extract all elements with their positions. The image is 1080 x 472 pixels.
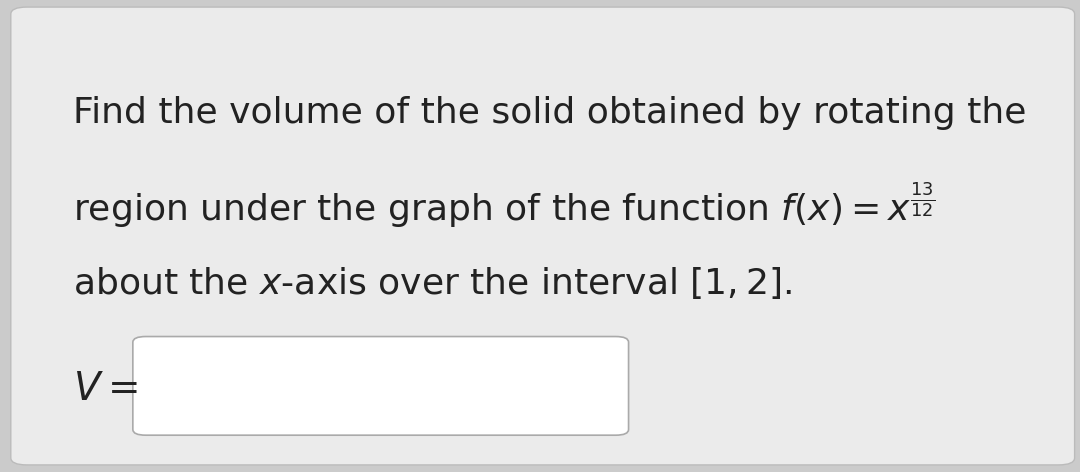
Text: $V =$: $V =$	[73, 371, 138, 408]
Text: Find the volume of the solid obtained by rotating the: Find the volume of the solid obtained by…	[73, 96, 1027, 130]
Text: about the $x$-axis over the interval $[1, 2]$.: about the $x$-axis over the interval $[1…	[73, 265, 793, 301]
FancyBboxPatch shape	[11, 7, 1075, 465]
Text: region under the graph of the function $f(x) = x^{\frac{13}{12}}$: region under the graph of the function $…	[73, 180, 935, 230]
FancyBboxPatch shape	[133, 337, 629, 435]
